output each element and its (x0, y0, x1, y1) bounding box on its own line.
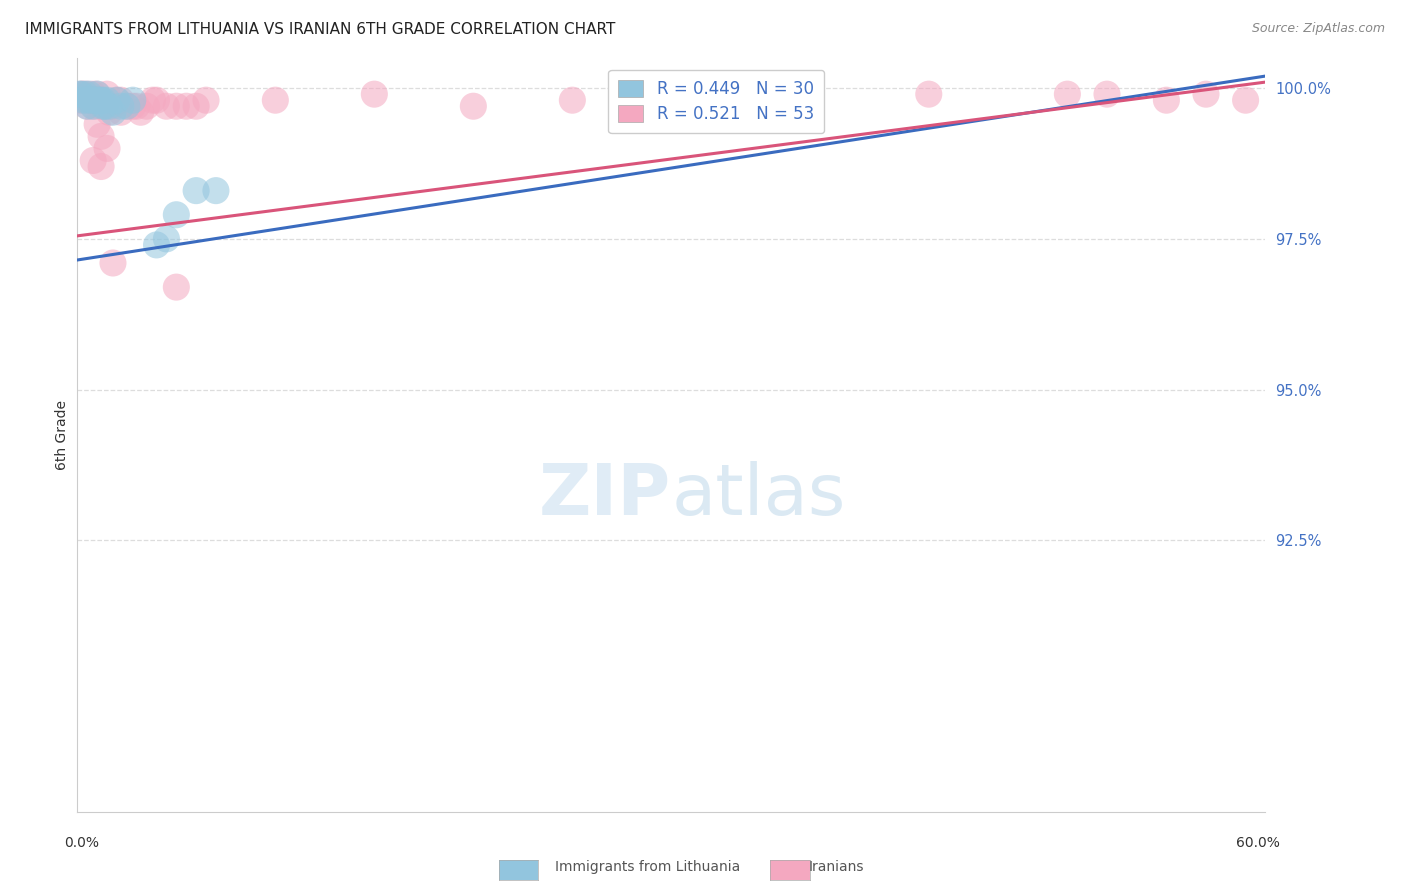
Point (174, 99, 197, 113)
Point (90, 93, 112, 107)
Point (80, 93, 103, 107)
Point (363, 87, 385, 102)
Point (186, 99, 208, 113)
Point (96, 141, 118, 155)
Point (121, 99, 143, 113)
Point (110, 105, 132, 120)
Point (264, 93, 287, 107)
Point (91, 93, 114, 107)
Text: IMMIGRANTS FROM LITHUANIA VS IRANIAN 6TH GRADE CORRELATION CHART: IMMIGRANTS FROM LITHUANIA VS IRANIAN 6TH… (25, 22, 616, 37)
Text: Immigrants from Lithuania: Immigrants from Lithuania (555, 860, 741, 874)
Point (75, 93, 97, 107)
Point (96, 87, 118, 102)
Point (918, 87, 941, 102)
Point (91, 99, 114, 113)
Point (76, 93, 98, 107)
Point (155, 99, 177, 113)
Point (86, 117, 108, 131)
Point (94, 99, 117, 113)
Point (86, 87, 108, 102)
Point (75, 87, 97, 102)
Point (87, 99, 110, 113)
Point (98, 105, 121, 120)
Point (84, 93, 107, 107)
Point (101, 105, 124, 120)
Point (125, 99, 148, 113)
Legend: R = 0.449   N = 30, R = 0.521   N = 53: R = 0.449 N = 30, R = 0.521 N = 53 (609, 70, 824, 133)
Point (76, 99, 98, 113)
Point (205, 184, 228, 198)
Point (100, 99, 122, 113)
Point (77, 87, 100, 102)
Point (72, 87, 94, 102)
Text: ZIP: ZIP (538, 460, 672, 530)
Point (70, 87, 93, 102)
Point (165, 99, 187, 113)
Point (186, 184, 208, 198)
Point (82, 99, 104, 113)
Point (82, 153, 104, 168)
Point (84, 93, 107, 107)
Point (142, 93, 165, 107)
Point (90, 129, 112, 144)
Point (96, 93, 118, 107)
Text: atlas: atlas (672, 460, 846, 530)
Point (129, 105, 152, 120)
Point (67, 87, 90, 102)
Point (1056, 87, 1078, 102)
Point (145, 93, 167, 107)
Text: 0.0%: 0.0% (65, 836, 98, 850)
Point (76, 99, 98, 113)
Point (77, 93, 100, 107)
Point (155, 232, 177, 246)
Point (86, 93, 108, 107)
Point (110, 93, 132, 107)
Y-axis label: 6th Grade: 6th Grade (55, 400, 69, 470)
Point (1156, 93, 1178, 107)
Point (94, 99, 117, 113)
Point (561, 93, 583, 107)
Point (463, 99, 485, 113)
Text: 60.0%: 60.0% (1236, 836, 1281, 850)
Point (115, 99, 138, 113)
Point (1234, 93, 1257, 107)
Point (82, 87, 104, 102)
Point (121, 93, 143, 107)
Point (98, 99, 121, 113)
Point (87, 93, 110, 107)
Point (105, 93, 128, 107)
Point (101, 99, 124, 113)
Point (195, 93, 218, 107)
Point (91, 99, 114, 113)
Point (145, 238, 167, 252)
Point (82, 93, 104, 107)
Point (72, 93, 94, 107)
Point (115, 99, 138, 113)
Point (80, 93, 103, 107)
Point (110, 99, 132, 113)
Point (165, 280, 187, 294)
Point (86, 87, 108, 102)
Point (82, 99, 104, 113)
Point (165, 208, 187, 222)
Point (101, 256, 124, 270)
Point (86, 93, 108, 107)
Point (90, 93, 112, 107)
Point (135, 99, 157, 113)
Text: Source: ZipAtlas.com: Source: ZipAtlas.com (1251, 22, 1385, 36)
Point (1095, 87, 1118, 102)
Point (1195, 87, 1218, 102)
Point (90, 160, 112, 174)
Text: Iranians: Iranians (808, 860, 863, 874)
Point (76, 87, 98, 102)
Point (67, 93, 90, 107)
Point (105, 93, 128, 107)
Point (70, 87, 93, 102)
